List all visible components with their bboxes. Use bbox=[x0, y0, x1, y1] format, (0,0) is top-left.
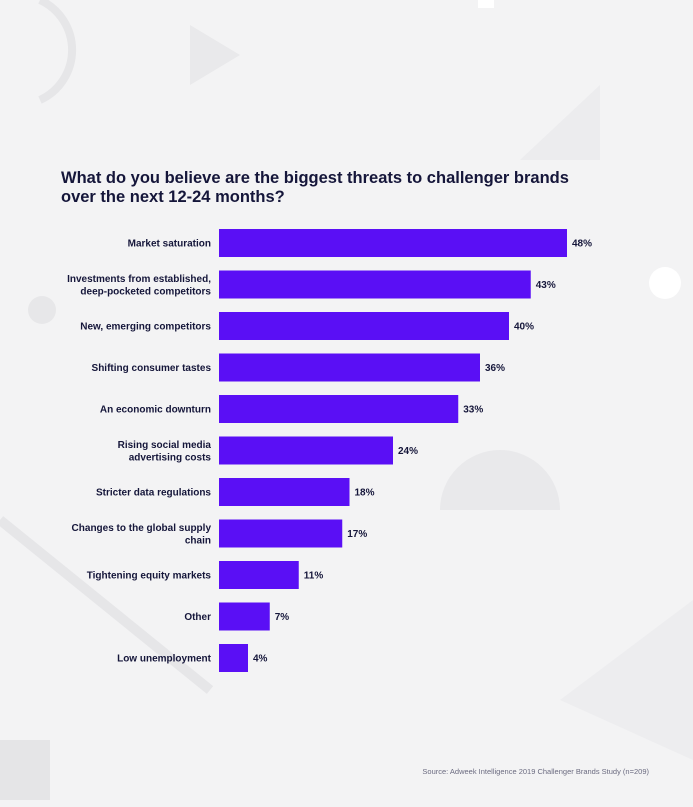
value-label: 18% bbox=[355, 488, 375, 499]
category-label: Low unemployment bbox=[117, 654, 212, 665]
bar bbox=[219, 353, 480, 382]
category-label: An economic downturn bbox=[100, 405, 211, 416]
category-label: Tightening equity markets bbox=[87, 571, 212, 582]
category-label: Stricter data regulations bbox=[96, 488, 211, 499]
bar bbox=[219, 312, 509, 340]
category-label: Shifting consumer tastes bbox=[92, 363, 212, 374]
value-label: 4% bbox=[253, 654, 268, 665]
chart-title: What do you believe are the biggest thre… bbox=[61, 169, 569, 206]
category-label: New, emerging competitors bbox=[80, 322, 211, 333]
value-label: 7% bbox=[275, 612, 290, 623]
category-label: Changes to the global supply chain bbox=[72, 523, 212, 547]
bar bbox=[219, 519, 343, 548]
bar bbox=[219, 395, 459, 423]
bar bbox=[219, 436, 393, 465]
bar bbox=[219, 561, 299, 589]
value-label: 48% bbox=[572, 239, 592, 250]
bar bbox=[219, 270, 531, 299]
category-label: Rising social media advertising costs bbox=[118, 440, 212, 464]
value-label: 24% bbox=[398, 446, 418, 457]
category-label: Investments from established, deep-pocket… bbox=[67, 274, 211, 298]
value-label: 43% bbox=[536, 280, 556, 291]
value-label: 33% bbox=[463, 405, 483, 416]
value-label: 17% bbox=[347, 529, 367, 540]
value-label: 36% bbox=[485, 363, 505, 374]
category-label: Other bbox=[184, 612, 211, 623]
source-note: Source: Adweek Intelligence 2019 Challen… bbox=[422, 767, 649, 776]
value-label: 11% bbox=[304, 571, 324, 582]
bar bbox=[219, 644, 248, 672]
bar bbox=[219, 602, 270, 631]
category-label: Market saturation bbox=[128, 239, 211, 250]
bar bbox=[219, 478, 350, 506]
bar bbox=[219, 229, 567, 257]
value-label: 40% bbox=[514, 322, 534, 333]
